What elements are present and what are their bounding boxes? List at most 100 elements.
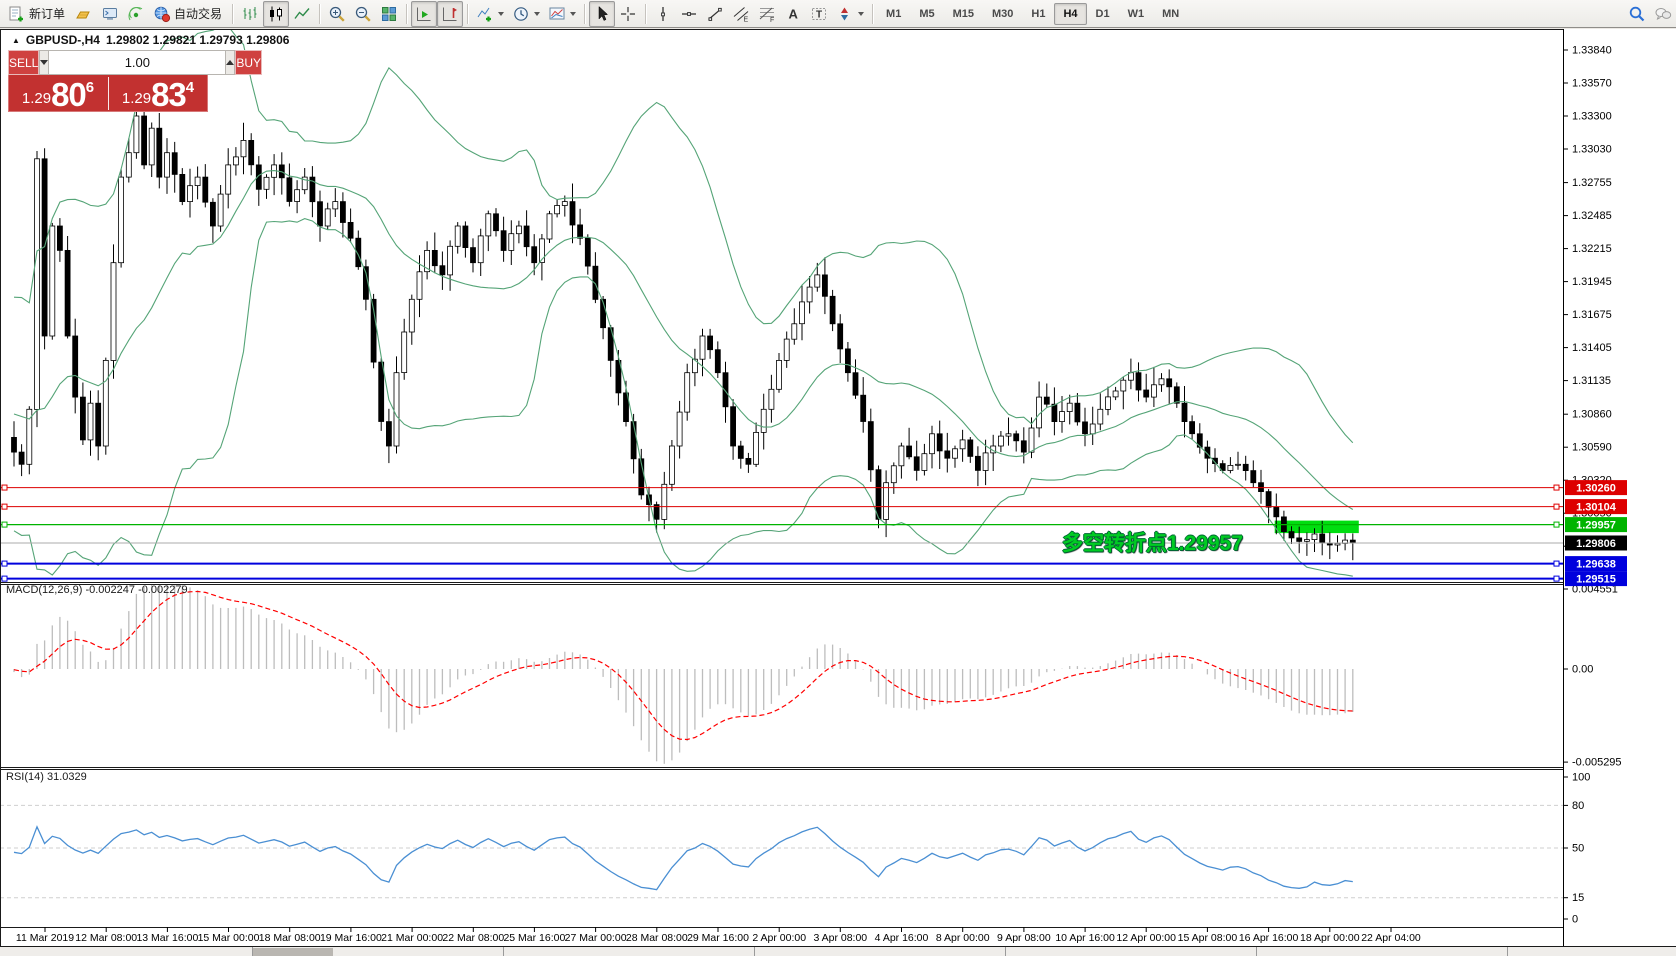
svg-text:15 Mar 00:00: 15 Mar 00:00 bbox=[198, 932, 260, 944]
svg-text:1.32755: 1.32755 bbox=[1572, 177, 1612, 189]
timeframe-button-h4[interactable]: H4 bbox=[1054, 2, 1087, 25]
svg-text:1.33030: 1.33030 bbox=[1572, 144, 1612, 156]
sell-button[interactable]: SELL bbox=[8, 50, 40, 75]
auto-scroll-icon bbox=[415, 5, 433, 23]
buy-price[interactable]: 1.29 83 4 bbox=[108, 75, 208, 112]
timeframe-button-m1[interactable]: M1 bbox=[886, 7, 902, 20]
svg-text:0: 0 bbox=[1572, 914, 1578, 926]
svg-text:22 Mar 08:00: 22 Mar 08:00 bbox=[442, 932, 504, 944]
timeframe-button-m5[interactable]: M5 bbox=[919, 7, 935, 20]
volume-input[interactable] bbox=[49, 50, 226, 75]
svg-text:50: 50 bbox=[1572, 843, 1584, 855]
auto-scroll-toggle[interactable] bbox=[411, 0, 438, 27]
search-button[interactable] bbox=[1624, 1, 1650, 27]
new-order-button-label: 新订单 bbox=[29, 7, 66, 21]
svg-text:15: 15 bbox=[1572, 892, 1584, 904]
channel-button[interactable]: E bbox=[728, 1, 754, 27]
timeframe-button-d1[interactable]: D1 bbox=[1095, 7, 1110, 20]
horizontal-lines[interactable] bbox=[0, 484, 1563, 582]
timeframe-button-w1[interactable]: W1 bbox=[1127, 7, 1145, 20]
channel-tool-icon: E bbox=[732, 5, 750, 23]
templates-menu-button[interactable] bbox=[544, 1, 580, 27]
toolbar-separator bbox=[645, 3, 647, 24]
vertical-line-button[interactable] bbox=[650, 1, 676, 27]
fibonacci-button[interactable]: F bbox=[754, 1, 780, 27]
autotrading-toggle[interactable]: 自动交易 bbox=[149, 1, 228, 27]
svg-text:1.30260: 1.30260 bbox=[1576, 483, 1616, 495]
line-chart-icon bbox=[293, 5, 311, 23]
svg-text:1.33300: 1.33300 bbox=[1572, 111, 1612, 123]
line-chart-button[interactable] bbox=[289, 1, 315, 27]
collapse-arrow-icon[interactable]: ▲ bbox=[12, 35, 20, 45]
svg-text:12 Apr 00:00: 12 Apr 00:00 bbox=[1116, 932, 1176, 944]
bar-chart-button[interactable] bbox=[237, 1, 263, 27]
toolbar-separator bbox=[232, 3, 234, 24]
text-label-button[interactable]: T bbox=[806, 1, 832, 27]
chart-shift-toggle[interactable] bbox=[437, 0, 464, 27]
toolbar-separator bbox=[584, 3, 586, 24]
text-button[interactable]: A bbox=[780, 1, 806, 27]
rsi-indicator-label: RSI(14) 31.0329 bbox=[6, 771, 87, 783]
volume-decrease-button[interactable] bbox=[39, 50, 50, 75]
arrows-button[interactable] bbox=[832, 1, 868, 27]
fibonacci-tool-icon: F bbox=[758, 5, 776, 23]
signal-icon bbox=[127, 5, 145, 23]
dropdown-caret-icon bbox=[858, 11, 865, 16]
buy-button[interactable]: BUY bbox=[235, 50, 263, 75]
candlestick-chart-button[interactable] bbox=[263, 0, 290, 27]
chart-window: 1.33840 1.33570 1.33300 1.33030 1.32755 1.324… bbox=[0, 29, 1676, 956]
periods-clock-icon bbox=[512, 5, 530, 23]
svg-text:1.33840: 1.33840 bbox=[1572, 45, 1612, 57]
svg-text:12 Mar 08:00: 12 Mar 08:00 bbox=[75, 932, 137, 944]
periods-menu-button[interactable] bbox=[508, 1, 544, 27]
macd-indicator-label: MACD(12,26,9) -0.002247 -0.002279 bbox=[6, 584, 188, 596]
rsi-panel bbox=[0, 804, 1563, 899]
sell-price[interactable]: 1.29 80 6 bbox=[8, 75, 108, 112]
cursor-icon bbox=[593, 5, 611, 23]
chart-title: ▲ GBPUSD-,H4 1.29802 1.29821 1.29793 1.2… bbox=[12, 33, 289, 47]
sell-price-big: 80 bbox=[51, 75, 87, 113]
time-axis[interactable]: 11 Mar 2019 12 Mar 08:00 13 Mar 16:00 15 Ma… bbox=[16, 927, 1421, 944]
panel-separators bbox=[0, 29, 1676, 947]
trendline-button[interactable] bbox=[702, 1, 728, 27]
indicators-icon bbox=[476, 5, 494, 23]
terminal-button[interactable] bbox=[97, 1, 123, 27]
bottom-strip[interactable] bbox=[0, 947, 1676, 956]
signals-button[interactable] bbox=[123, 1, 149, 27]
horizontal-line-button[interactable] bbox=[676, 1, 702, 27]
tile-windows-button[interactable] bbox=[376, 1, 402, 27]
crosshair-tool-button[interactable] bbox=[615, 1, 641, 27]
zoom-out-button[interactable] bbox=[350, 1, 376, 27]
gold-button[interactable] bbox=[71, 1, 97, 27]
svg-text:1.31945: 1.31945 bbox=[1572, 276, 1612, 288]
svg-text:1.31405: 1.31405 bbox=[1572, 342, 1612, 354]
svg-text:9 Apr 08:00: 9 Apr 08:00 bbox=[997, 932, 1051, 944]
timeframe-button-m30[interactable]: M30 bbox=[992, 7, 1014, 20]
svg-text:1.32215: 1.32215 bbox=[1572, 243, 1612, 255]
svg-text:1.30590: 1.30590 bbox=[1572, 442, 1612, 454]
timeframe-button-m15[interactable]: M15 bbox=[952, 7, 974, 20]
timeframe-button-mn[interactable]: MN bbox=[1162, 7, 1180, 20]
zoom-in-icon bbox=[328, 5, 346, 23]
toolbar: 新订单 自动交易 E F A T M1 M5 M15 M30 H1 H4 D1 W1 MN bbox=[0, 0, 1676, 28]
new-order-button[interactable]: 新订单 bbox=[4, 1, 71, 27]
indicators-menu-button[interactable] bbox=[472, 1, 508, 27]
highlight-rect[interactable] bbox=[1274, 520, 1359, 534]
svg-text:F: F bbox=[770, 17, 774, 23]
arrows-tool-icon bbox=[836, 5, 854, 23]
candles-layer bbox=[11, 104, 1356, 561]
zoom-in-button[interactable] bbox=[324, 1, 350, 27]
text-tool-icon: A bbox=[784, 5, 802, 23]
vertical-line-tool-icon bbox=[654, 5, 672, 23]
triangle-up-icon bbox=[226, 60, 235, 65]
cursor-tool-button[interactable] bbox=[589, 0, 616, 27]
volume-increase-button[interactable] bbox=[225, 50, 236, 75]
chart-plot[interactable]: 1.33840 1.33570 1.33300 1.33030 1.32755 1.324… bbox=[0, 29, 1676, 956]
gold-ingot-icon bbox=[75, 5, 93, 23]
svg-text:1.31135: 1.31135 bbox=[1572, 375, 1611, 387]
chat-button[interactable] bbox=[1650, 1, 1676, 27]
svg-text:8 Apr 00:00: 8 Apr 00:00 bbox=[936, 932, 990, 944]
timeframe-button-h1[interactable]: H1 bbox=[1031, 7, 1046, 20]
svg-text:2 Apr 00:00: 2 Apr 00:00 bbox=[752, 932, 806, 944]
ohlc-values: 1.29802 1.29821 1.29793 1.29806 bbox=[105, 33, 290, 47]
